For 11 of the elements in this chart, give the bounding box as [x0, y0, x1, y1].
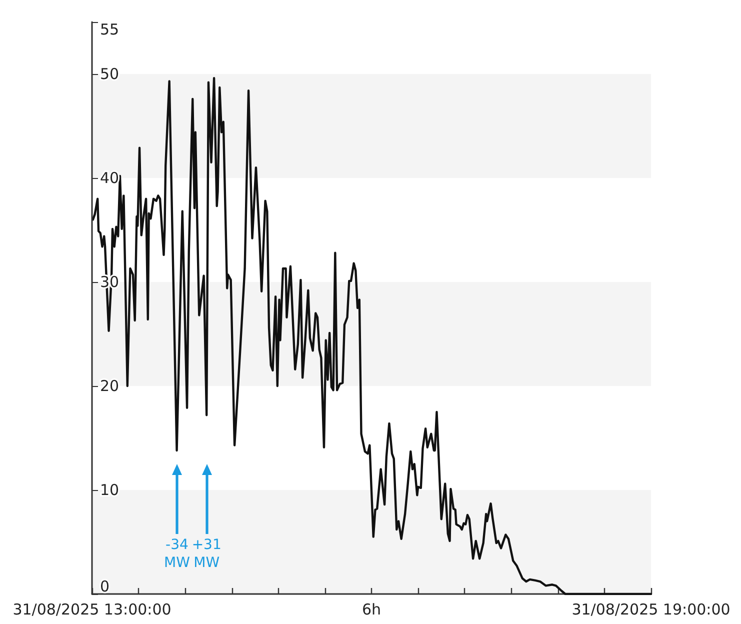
annotation: -34 MW: [162, 536, 191, 572]
y-tick-label: 20: [100, 377, 120, 395]
y-tick-label: 50: [100, 65, 120, 83]
y-tick-label: 10: [100, 481, 120, 499]
x-tick-label: 31/08/2025 13:00:00: [12, 600, 172, 618]
y-tick-label: 55: [100, 20, 120, 38]
y-tick-label: 40: [100, 169, 120, 187]
x-tick-label: 6h: [362, 600, 382, 618]
x-tick-label: 31/08/2025 19:00:00: [572, 600, 730, 618]
annotation: +31 MW: [192, 536, 222, 572]
y-tick-label: 0: [100, 578, 110, 596]
